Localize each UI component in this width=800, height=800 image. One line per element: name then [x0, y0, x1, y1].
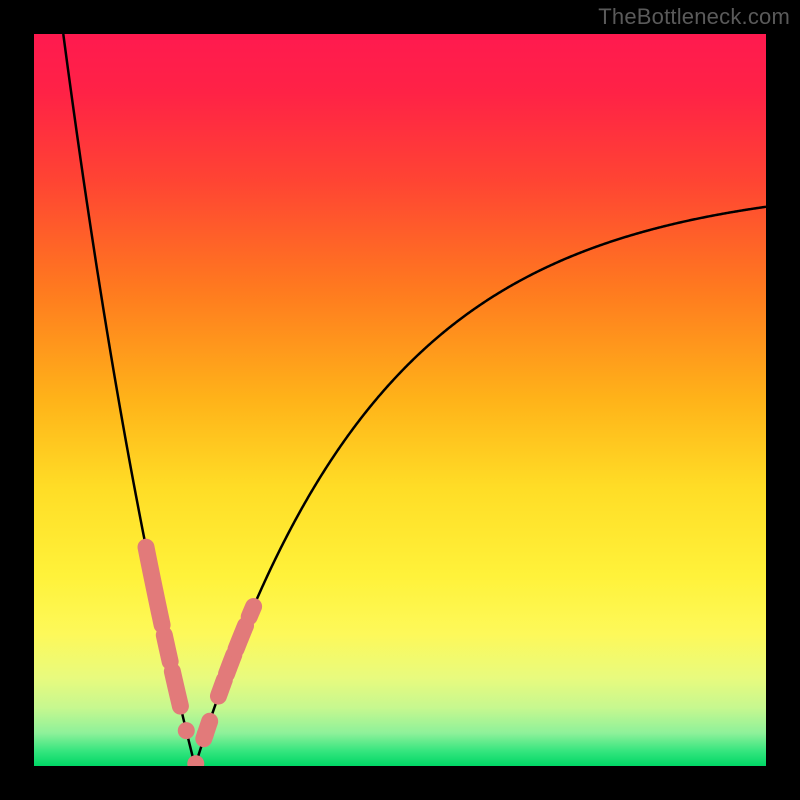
watermark-text: TheBottleneck.com	[598, 4, 790, 30]
curve-segment	[249, 607, 253, 617]
curve-segment	[164, 635, 170, 662]
plot-background-gradient	[34, 34, 766, 766]
curve-segment	[172, 671, 180, 706]
curve-segment	[236, 626, 246, 650]
curve-floor-dot	[197, 726, 214, 743]
curve-floor-dot	[178, 722, 195, 739]
bottleneck-chart	[0, 0, 800, 800]
curve-segment	[227, 655, 234, 674]
curve-segment	[218, 680, 224, 696]
